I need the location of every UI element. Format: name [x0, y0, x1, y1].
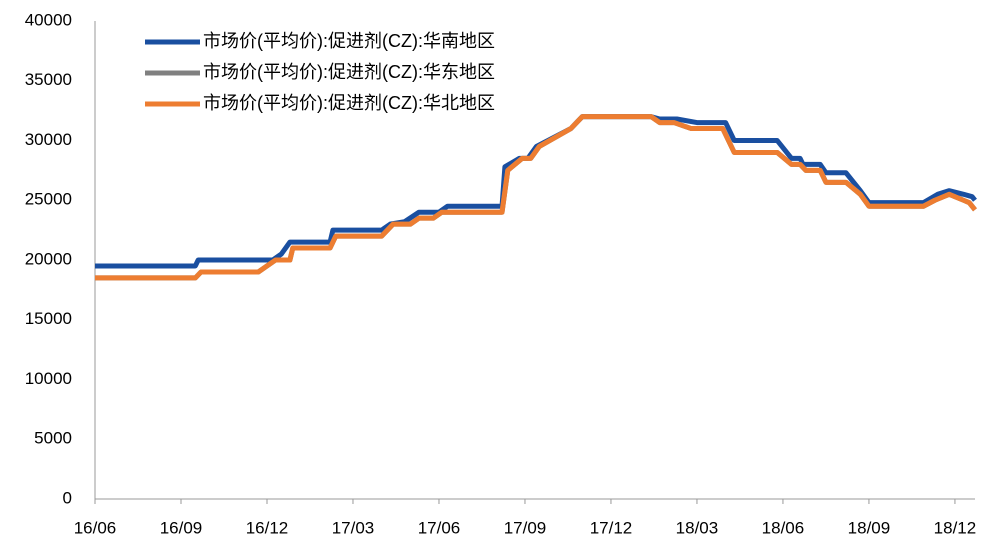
- x-tick-label: 16/09: [160, 518, 203, 537]
- y-tick-label: 30000: [25, 130, 72, 149]
- y-tick-label: 35000: [25, 70, 72, 89]
- y-tick-label: 15000: [25, 309, 72, 328]
- x-tick-label: 17/09: [504, 518, 547, 537]
- x-tick-label: 18/06: [762, 518, 805, 537]
- x-tick-label: 16/06: [74, 518, 117, 537]
- x-tick-label: 17/06: [418, 518, 461, 537]
- legend-label: 市场价(平均价):促进剂(CZ):华东地区: [203, 62, 495, 82]
- legend-label: 市场价(平均价):促进剂(CZ):华北地区: [203, 93, 495, 113]
- y-tick-label: 10000: [25, 369, 72, 388]
- y-tick-label: 20000: [25, 249, 72, 268]
- y-tick-label: 5000: [34, 429, 72, 448]
- series-line: [95, 114, 977, 281]
- legend-label: 市场价(平均价):促进剂(CZ):华南地区: [203, 31, 495, 51]
- x-tick-label: 17/12: [590, 518, 633, 537]
- x-tick-label: 18/03: [676, 518, 719, 537]
- y-tick-label: 0: [63, 488, 72, 507]
- x-tick-label: 17/03: [332, 518, 375, 537]
- x-tick-label: 18/12: [934, 518, 977, 537]
- y-tick-label: 40000: [25, 10, 72, 29]
- y-tick-label: 25000: [25, 190, 72, 209]
- series-line: [95, 114, 977, 269]
- series-line: [95, 114, 977, 281]
- x-tick-label: 18/09: [848, 518, 891, 537]
- x-tick-label: 16/12: [246, 518, 289, 537]
